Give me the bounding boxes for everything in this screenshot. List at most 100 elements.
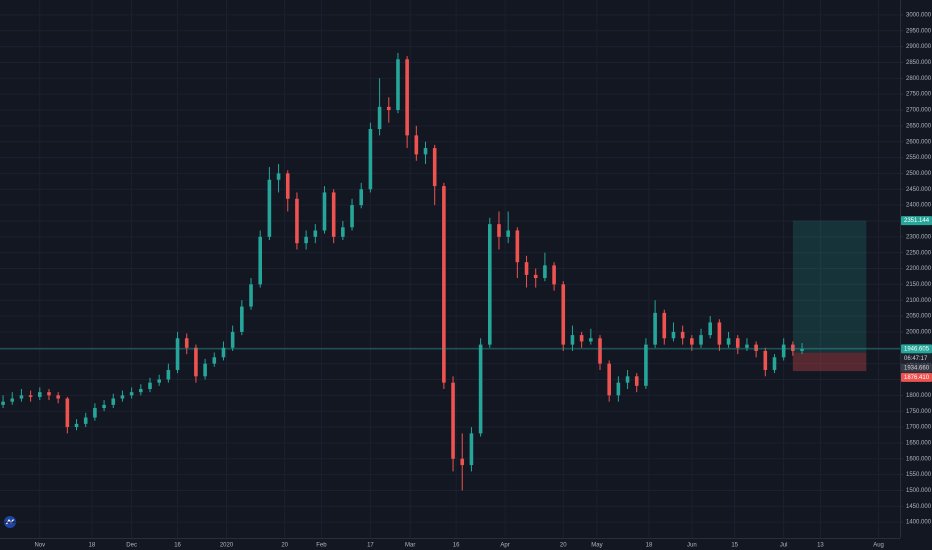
price-tag-label: 06:47:17 xyxy=(904,356,928,362)
candle-body xyxy=(680,331,685,339)
y-tick-label: 1450.000 xyxy=(906,504,932,510)
price-tag: 2351.144 xyxy=(901,216,932,226)
candle-body xyxy=(1,401,5,405)
candle-body xyxy=(359,189,364,206)
x-tick-label: 17 xyxy=(367,543,374,549)
x-tick-label: 18 xyxy=(88,543,95,549)
candle-body xyxy=(478,344,483,434)
candle-body xyxy=(469,433,474,466)
candle-body xyxy=(194,347,198,377)
y-tick-label: 2200.000 xyxy=(906,266,932,272)
x-tick-label: 16 xyxy=(453,543,460,549)
candle-body xyxy=(607,363,611,396)
candle-body xyxy=(396,59,400,111)
candle-body xyxy=(497,224,501,237)
candle-body xyxy=(341,227,345,237)
candle-body xyxy=(414,135,419,155)
candle-body xyxy=(203,363,207,377)
y-tick-label: 2000.000 xyxy=(906,330,932,336)
candle-body xyxy=(589,338,593,342)
candle-body xyxy=(717,322,722,345)
y-tick-label: 1800.000 xyxy=(906,393,932,399)
x-tick-label: 18 xyxy=(646,543,653,549)
candle-body xyxy=(690,338,694,345)
y-tick-label: 2550.000 xyxy=(906,155,932,161)
y-tick-label: 3000.000 xyxy=(906,12,932,18)
candle-body xyxy=(139,388,143,393)
x-tick-label: May xyxy=(591,543,602,549)
candle-body xyxy=(129,392,134,396)
stop-zone xyxy=(792,352,867,372)
y-tick-label: 2450.000 xyxy=(906,187,932,193)
candle-body xyxy=(699,335,703,345)
candle-body xyxy=(285,173,290,199)
candle-body xyxy=(295,198,299,244)
candle-body xyxy=(386,106,391,111)
y-tick-label: 1700.000 xyxy=(906,425,932,431)
candle-body xyxy=(377,106,382,130)
candle-body xyxy=(625,376,630,383)
candle-body xyxy=(83,417,88,424)
candle-body xyxy=(487,224,492,345)
candle-body xyxy=(451,382,455,459)
target-zone xyxy=(792,220,867,353)
candle-body xyxy=(47,392,51,396)
price-tag-label: 1946.605 xyxy=(904,346,930,352)
candle-body xyxy=(506,230,510,237)
candle-body xyxy=(221,347,226,358)
price-tag-bg xyxy=(901,353,932,363)
candle-body xyxy=(662,312,667,339)
candle-body xyxy=(267,179,272,237)
candle-body xyxy=(28,395,33,397)
y-tick-label: 1750.000 xyxy=(906,409,932,415)
candle-body xyxy=(56,395,60,399)
x-tick-label: 15 xyxy=(731,543,738,549)
candle-body xyxy=(570,335,575,345)
y-tick-label: 1500.000 xyxy=(906,488,932,494)
y-tick-label: 2600.000 xyxy=(906,139,932,145)
y-tick-label: 2950.000 xyxy=(906,28,932,34)
candle-body xyxy=(442,186,446,383)
price-tag-label: 2351.144 xyxy=(904,218,930,224)
candle-body xyxy=(368,129,373,190)
candle-body xyxy=(460,458,465,466)
candle-body xyxy=(258,236,263,285)
candle-body xyxy=(791,344,795,351)
x-tick-label: 20 xyxy=(560,543,567,549)
y-tick-label: 2650.000 xyxy=(906,123,932,129)
candle-body xyxy=(19,395,24,399)
candle-body xyxy=(313,230,318,237)
candle-body xyxy=(735,338,740,348)
candle-body xyxy=(800,348,804,351)
candle-body xyxy=(515,230,520,263)
candle-body xyxy=(772,357,777,370)
candle-body xyxy=(175,338,180,370)
candle-body xyxy=(561,284,566,345)
candle-body xyxy=(93,408,97,418)
x-tick-label: Dec xyxy=(126,543,137,549)
y-tick-label: 2300.000 xyxy=(906,234,932,240)
price-tag-label: 1876.410 xyxy=(904,375,930,381)
x-tick-label: Jun xyxy=(687,543,697,549)
candle-body xyxy=(37,392,42,397)
candle-body xyxy=(634,376,639,386)
candle-body xyxy=(322,192,327,231)
x-tick-label: Mar xyxy=(405,543,415,549)
price-tag-bg xyxy=(901,372,932,382)
candle-body xyxy=(533,274,538,279)
x-tick-label: Feb xyxy=(316,543,327,549)
x-tick-label: Nov xyxy=(34,543,45,549)
y-tick-label: 2250.000 xyxy=(906,250,932,256)
candle-body xyxy=(249,284,253,307)
candle-body xyxy=(616,382,621,396)
y-tick-label: 2900.000 xyxy=(906,44,932,50)
candle-body xyxy=(552,265,556,285)
candle-body xyxy=(65,398,70,428)
candle-body xyxy=(304,236,308,244)
candle-body xyxy=(10,398,15,402)
candle-body xyxy=(111,398,116,405)
x-tick-label: Apr xyxy=(500,543,509,549)
candle-body xyxy=(708,322,713,336)
y-tick-label: 2850.000 xyxy=(906,60,932,66)
